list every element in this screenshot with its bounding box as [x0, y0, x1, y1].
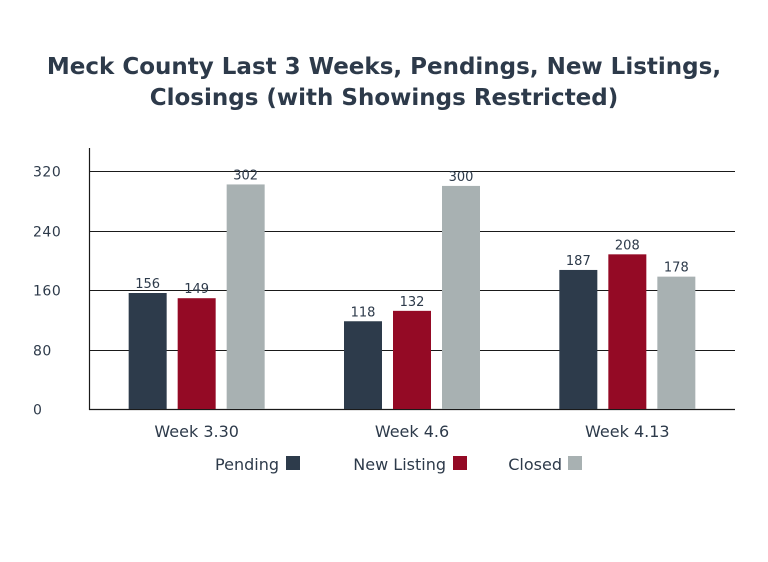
y-tick-label: 80 — [33, 344, 52, 360]
chart-title: Meck County Last 3 Weeks, Pendings, New … — [0, 52, 768, 114]
bar-closed-3 — [657, 276, 696, 409]
bars — [128, 184, 696, 409]
chart-title-line-1: Meck County Last 3 Weeks, Pendings, New … — [46, 54, 722, 80]
x-tick-label: Week 4.6 — [375, 422, 449, 441]
bar-pending-2 — [344, 321, 382, 409]
data-label: 208 — [615, 238, 640, 253]
bar-closed-2 — [442, 185, 480, 409]
legend-label: Closed — [508, 455, 562, 474]
legend: Pending New Listing Closed — [215, 455, 582, 474]
bar-new-listing-3 — [608, 254, 647, 409]
legend-swatch-pending — [286, 456, 300, 470]
data-label: 118 — [351, 305, 376, 320]
y-tick-label: 0 — [33, 403, 42, 419]
legend-swatch-new-listing — [453, 456, 467, 470]
y-tick-label: 320 — [33, 165, 61, 181]
data-label: 302 — [233, 168, 258, 183]
x-tick-label: Week 4.13 — [585, 422, 670, 441]
bar-pending-1 — [128, 293, 167, 409]
legend-swatch-closed — [568, 456, 582, 470]
x-tick-label: Week 3.30 — [154, 422, 239, 441]
bar-closed-1 — [226, 184, 265, 409]
data-label: 187 — [566, 254, 591, 269]
data-label: 149 — [184, 282, 209, 297]
data-label: 178 — [664, 261, 689, 276]
y-tick-label: 160 — [33, 284, 61, 300]
data-labels: 156 149 302 118 132 300 187 208 178 — [135, 168, 688, 320]
legend-label: New Listing — [353, 455, 446, 474]
bar-new-listing-2 — [393, 310, 431, 409]
bar-new-listing-1 — [177, 298, 216, 409]
data-label: 156 — [135, 277, 160, 292]
legend-label: Pending — [215, 455, 279, 474]
bar-pending-3 — [559, 269, 598, 409]
data-label: 132 — [400, 295, 425, 310]
chart-title-line-2: Closings (with Showings Restricted) — [149, 85, 619, 111]
y-tick-label: 240 — [33, 225, 61, 241]
axes: 0 80 160 240 320 Week 3.30 Week 4.6 Week 4.13 — [33, 148, 735, 441]
data-label: 300 — [449, 170, 474, 185]
